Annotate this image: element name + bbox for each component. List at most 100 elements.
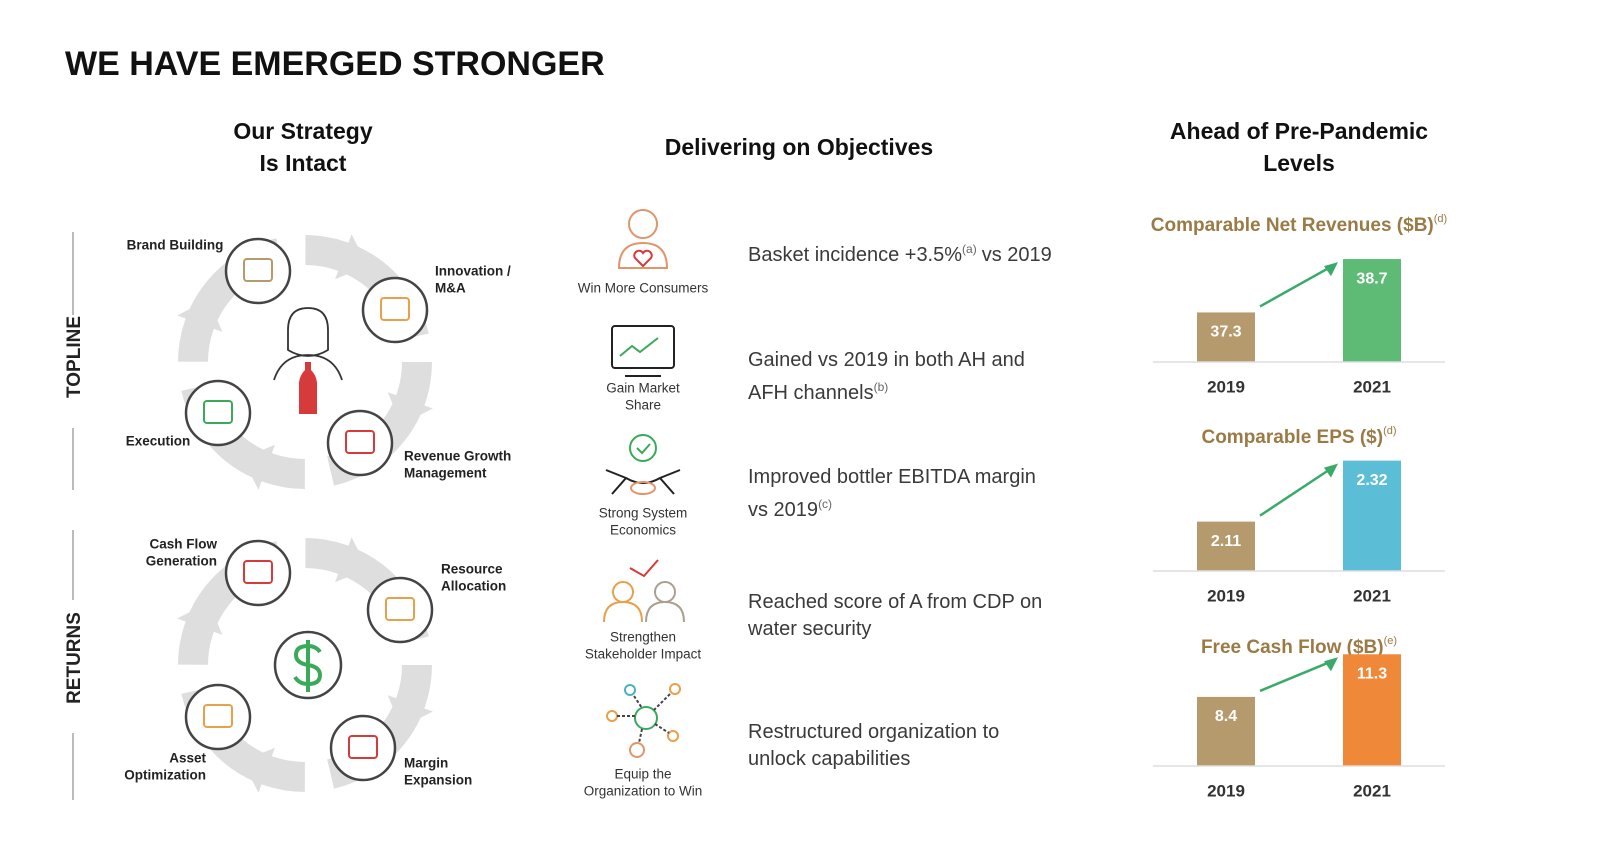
- objective-text: Gained vs 2019 in both AH and AFH channe…: [748, 347, 1060, 407]
- strategy-label: Margin: [404, 756, 448, 771]
- node-icon: [348, 735, 378, 759]
- bar: [1343, 654, 1401, 766]
- objective-icon-label: Strong System: [599, 506, 688, 521]
- objective-text: Basket incidence +3.5%: [748, 244, 963, 266]
- objective-text: Improved bottler EBITDA margin vs 2019(c…: [748, 464, 1060, 524]
- growth-arrow: [1259, 659, 1335, 693]
- strategy-node: [361, 276, 429, 344]
- bar: [1197, 521, 1255, 571]
- strategy-label: Generation: [146, 554, 217, 569]
- bar-value-label: 2.11: [1211, 533, 1241, 550]
- strategy-node: [326, 409, 394, 477]
- bar: [1343, 460, 1401, 571]
- objective-note: (c): [818, 497, 833, 511]
- bar-value-label: 37.3: [1210, 324, 1241, 341]
- chart-title: Comparable EPS ($)(d): [1201, 425, 1396, 448]
- strategy-label: Asset: [169, 751, 206, 766]
- person-icon: [273, 307, 343, 381]
- cycle-arrowhead: [387, 392, 433, 425]
- growth-arrow: [1259, 263, 1335, 308]
- strategy-node: [184, 683, 252, 751]
- bar-value-label: 2.32: [1356, 472, 1387, 489]
- x-tick-label: 2019: [1207, 377, 1245, 396]
- growth-arrow: [1259, 465, 1335, 517]
- column-header: Is Intact: [260, 150, 347, 176]
- strategy-label: Management: [404, 466, 487, 481]
- strategy-label: Allocation: [441, 579, 506, 594]
- objective-text: Gained vs 2019 in both AH and AFH channe…: [748, 349, 1025, 404]
- icons: [603, 209, 685, 758]
- chart-title: Free Cash Flow ($B)(e): [1201, 635, 1397, 658]
- objective-icon-label: Organization to Win: [584, 784, 703, 799]
- node-icon: [243, 560, 273, 584]
- chart-title-text: Comparable Net Revenues ($B): [1151, 215, 1434, 236]
- bottle-icon: [299, 362, 317, 414]
- objective-icon-label: Strengthen: [610, 630, 676, 645]
- strategy-label: Revenue Growth: [404, 449, 511, 464]
- node-icon: [203, 400, 233, 424]
- strategy-label: Execution: [126, 434, 191, 449]
- strategy-label: M&A: [435, 281, 466, 296]
- x-tick-label: 2021: [1353, 781, 1391, 800]
- strategy-node: [224, 237, 292, 305]
- objective-text: Restructured organization to unlock capa…: [748, 719, 1060, 773]
- cycle-arrowhead: [242, 747, 275, 793]
- node-icon: [345, 430, 375, 454]
- growth-arrowhead: [1324, 463, 1338, 478]
- growth-arrowhead: [1324, 262, 1338, 277]
- node-icon: [385, 597, 415, 621]
- objective-text: Restructured organization to unlock capa…: [748, 721, 1000, 770]
- objective-icon-label: Stakeholder Impact: [585, 647, 702, 662]
- objective-note: (b): [873, 380, 889, 394]
- strategy-node: [329, 714, 397, 782]
- chart-title: Comparable Net Revenues ($B)(d): [1151, 213, 1447, 236]
- strategy-label: Cash Flow: [149, 537, 217, 552]
- bar-value-label: 8.4: [1215, 708, 1237, 725]
- objective-text: Reached score of A from CDP on water sec…: [748, 591, 1043, 640]
- cycle-ring: [178, 235, 432, 489]
- objective-icon-label: Gain Market: [606, 381, 680, 396]
- chart-title-text: Comparable EPS ($): [1201, 427, 1383, 448]
- column-header: Our Strategy: [233, 118, 373, 144]
- objective-icon-label: Equip the: [614, 767, 671, 782]
- strategy-label: Expansion: [404, 773, 472, 788]
- chart-title-note: (e): [1384, 635, 1397, 647]
- chart-title-note: (d): [1383, 425, 1396, 437]
- bar-value-label: 38.7: [1356, 270, 1387, 287]
- x-tick-label: 2019: [1207, 586, 1245, 605]
- objective-text-after: vs 2019: [981, 244, 1052, 266]
- chart-title-text: Free Cash Flow ($B): [1201, 637, 1384, 658]
- bar: [1197, 696, 1255, 766]
- node-icon: [380, 297, 410, 321]
- cycle-arrowhead: [387, 695, 433, 728]
- chart-title-note: (d): [1434, 213, 1447, 225]
- objective-text: Improved bottler EBITDA margin vs 2019: [748, 466, 1036, 521]
- dollar-icon: [293, 640, 323, 692]
- slide-title: WE HAVE EMERGED STRONGER: [65, 45, 605, 83]
- column-header: Ahead of Pre-Pandemic: [1170, 118, 1428, 144]
- strategy-node: [224, 539, 292, 607]
- strategy-label: Resource: [441, 562, 503, 577]
- growth-arrowhead: [1324, 657, 1338, 672]
- objective-icon-label: Economics: [610, 523, 676, 538]
- strategy-node: [366, 576, 434, 644]
- bar: [1343, 259, 1401, 362]
- bar-value-label: 11.3: [1357, 666, 1387, 683]
- node-icon: [203, 704, 233, 728]
- column-header: Levels: [1263, 150, 1335, 176]
- objective-icon-label: Win More Consumers: [578, 281, 709, 296]
- strategy-label: Brand Building: [127, 238, 224, 253]
- cycle-arrowhead: [335, 234, 368, 280]
- x-tick-label: 2019: [1207, 781, 1245, 800]
- node-icon: [243, 258, 273, 282]
- cycle-arrowhead: [177, 602, 223, 635]
- strategy-label: Innovation /: [435, 264, 511, 279]
- objective-icon-label: Share: [625, 398, 661, 413]
- x-tick-label: 2021: [1353, 377, 1391, 396]
- column-header: Delivering on Objectives: [665, 134, 933, 160]
- group-label: RETURNS: [64, 612, 85, 704]
- bar: [1197, 312, 1255, 362]
- cycle-ring: [178, 538, 432, 792]
